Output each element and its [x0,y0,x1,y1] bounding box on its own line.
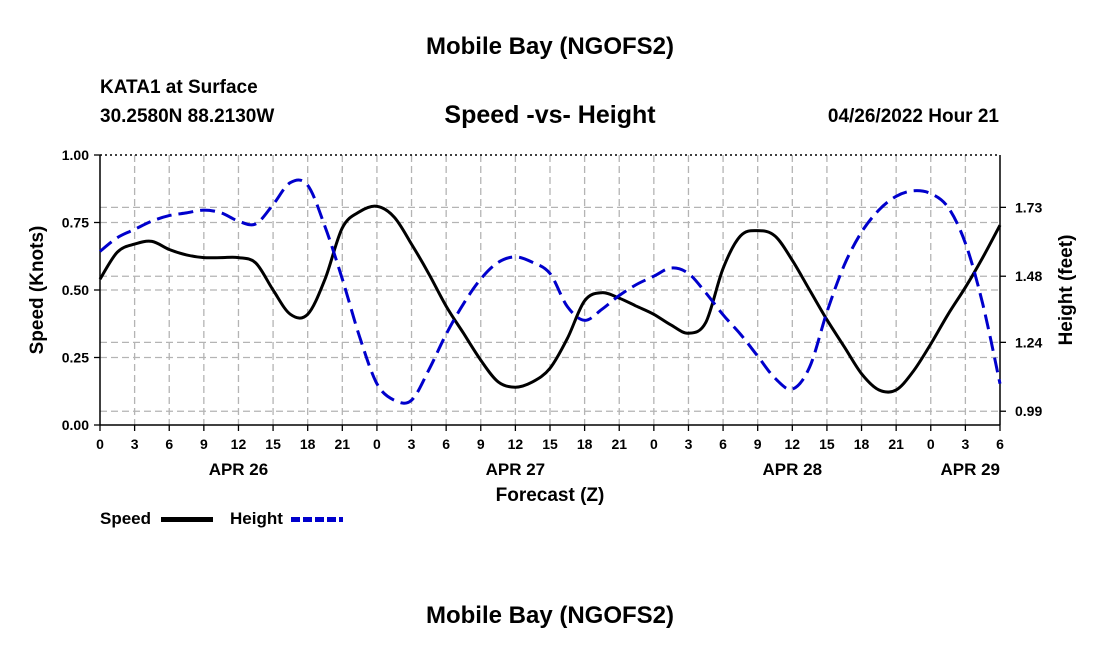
x-date-label: APR 27 [486,460,546,479]
y2-tick-label: 0.99 [1015,403,1042,419]
y2-tick-label: 1.24 [1015,334,1042,350]
x-date-label: APR 29 [940,460,1000,479]
x-tick-label: 18 [854,436,870,452]
x-tick-label: 12 [785,436,801,452]
x-tick-label: 6 [996,436,1004,452]
x-tick-label: 0 [650,436,658,452]
station-coords: 30.2580N 88.2130W [100,106,275,127]
station-name: KATA1 at Surface [100,77,258,98]
x-tick-label: 6 [442,436,450,452]
x-tick-label: 12 [231,436,247,452]
x-tick-label: 18 [577,436,593,452]
x-tick-label: 21 [888,436,904,452]
x-tick-label: 0 [96,436,104,452]
x-tick-label: 15 [542,436,558,452]
height-series-line [99,178,1002,405]
x-tick-label: 3 [131,436,139,452]
forecast-datetime: 04/26/2022 Hour 21 [827,106,999,127]
y-tick-label: 0.25 [62,350,89,366]
x-tick-label: 3 [961,436,969,452]
x-tick-label: 9 [477,436,485,452]
chart-title: Mobile Bay (NGOFS2) [425,33,675,60]
y2-tick-label: 1.73 [1015,199,1042,215]
x-tick-label: 6 [719,436,727,452]
y-tick-label: 0.50 [62,282,89,298]
x-tick-label: 9 [200,436,208,452]
y-tick-label: 0.00 [62,417,89,433]
x-tick-label: 3 [408,436,416,452]
legend-speed-swatch [161,517,213,522]
chart-subtitle: Speed -vs- Height [444,101,656,129]
x-tick-label: 9 [754,436,762,452]
legend-height-swatch [291,517,343,522]
x-tick-label: 18 [300,436,316,452]
y-tick-label: 1.00 [62,147,89,163]
x-date-label: APR 26 [209,460,269,479]
y-axis-title: Speed (Knots) [27,226,48,355]
x-tick-label: 15 [265,436,281,452]
speed-series-line [98,204,1002,394]
x-tick-label: 0 [927,436,935,452]
y-tick-label: 0.75 [62,215,89,231]
y2-axis-title: Height (feet) [1056,235,1077,346]
x-tick-label: 12 [508,436,524,452]
x-date-label: APR 28 [763,460,823,479]
y2-tick-label: 1.48 [1015,268,1042,284]
x-tick-label: 21 [335,436,351,452]
x-tick-label: 3 [685,436,693,452]
legend-speed-label: Speed [100,509,152,528]
legend-height-label: Height [230,509,283,528]
x-axis-title: Forecast (Z) [496,485,605,506]
footer-title: Mobile Bay (NGOFS2) [425,602,675,629]
x-tick-label: 15 [819,436,835,452]
x-tick-label: 6 [165,436,173,452]
x-tick-label: 0 [373,436,381,452]
x-tick-label: 21 [611,436,627,452]
